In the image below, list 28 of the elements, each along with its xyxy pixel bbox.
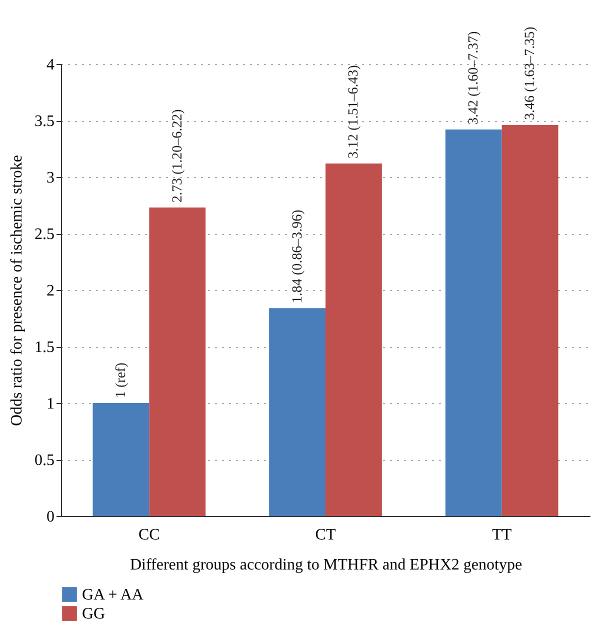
y-tick-label: 2 xyxy=(46,282,54,300)
bar xyxy=(149,208,206,516)
y-tick-label: 2.5 xyxy=(34,226,54,243)
bar xyxy=(445,130,502,516)
y-axis-title: Odds ratio for presence of ischemic stroke xyxy=(8,154,26,426)
y-tick-label: 0 xyxy=(46,508,54,526)
y-tick-label: 1 xyxy=(46,396,54,412)
data-label: 1 (ref) xyxy=(114,362,129,398)
bar xyxy=(269,308,326,516)
data-label: 3.42 (1.60–7.37) xyxy=(466,30,482,125)
x-tick-label: CT xyxy=(315,526,336,544)
y-tick-label: 4 xyxy=(46,56,54,74)
data-label: 2.73 (1.20–6.22) xyxy=(170,108,186,203)
y-tick-label: 3.5 xyxy=(34,113,54,130)
y-tick-label: 0.5 xyxy=(34,452,54,469)
data-label: 1.84 (0.86–3.96) xyxy=(290,209,306,304)
y-tick-label: 3 xyxy=(46,170,54,186)
x-tick-label: TT xyxy=(492,526,512,544)
x-axis-title: Different groups according to MTHFR and EPHX2 genotype xyxy=(130,556,522,574)
x-tick-label: CC xyxy=(138,526,160,544)
bar xyxy=(502,125,558,516)
bar xyxy=(326,163,382,516)
y-tick-label: 1.5 xyxy=(34,339,54,356)
data-label: 3.46 (1.63–7.35) xyxy=(523,26,538,120)
legend-label: GG xyxy=(82,606,106,622)
data-label: 3.12 (1.51–6.43) xyxy=(346,64,362,158)
legend-label: GA + AA xyxy=(82,586,144,604)
bar xyxy=(92,403,150,516)
